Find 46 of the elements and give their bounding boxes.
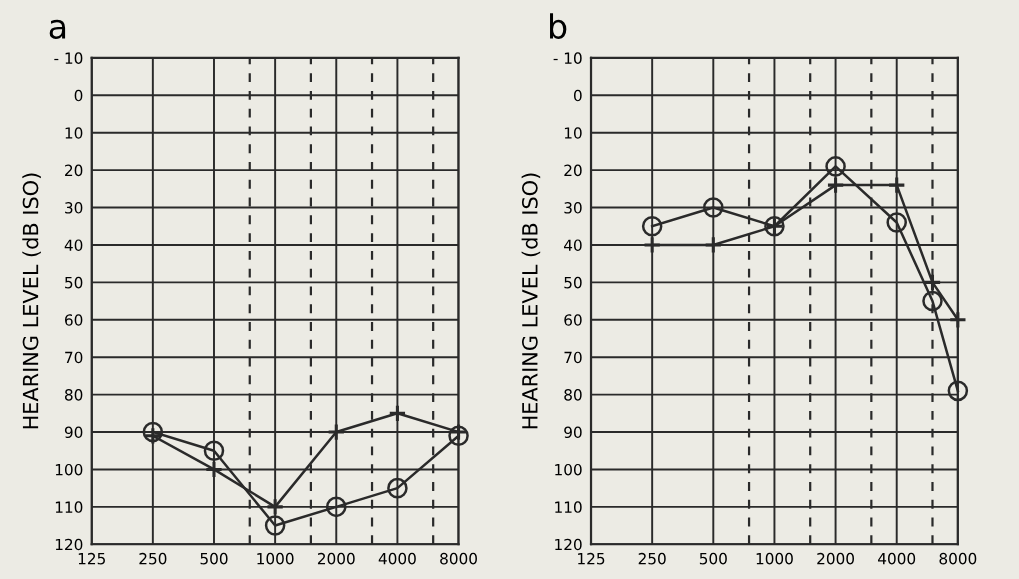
x-tick-label: 250 xyxy=(638,552,666,565)
y-tick-label: 110 xyxy=(55,501,83,513)
y-tick-label: 60 xyxy=(564,314,582,326)
y-tick-label: 0 xyxy=(573,89,582,102)
y-tick-label: 120 xyxy=(55,538,83,551)
y-axis-title: HEARING LEVEL (dB ISO) xyxy=(521,173,541,429)
y-tick-label: 70 xyxy=(65,351,83,364)
x-tick-label: 500 xyxy=(200,552,228,565)
y-tick-label: 100 xyxy=(555,463,582,476)
x-tick-label: 500 xyxy=(699,552,727,565)
chart-title: b xyxy=(550,13,567,39)
y-tick-label: 50 xyxy=(65,276,83,289)
y-tick-label: 110 xyxy=(555,501,582,513)
y-tick-label: - 10 xyxy=(54,52,83,64)
y-tick-label: 40 xyxy=(64,239,83,251)
y-axis-title: HEARING LEVEL (dB ISO) xyxy=(22,173,41,429)
y-tick-label: 30 xyxy=(564,202,582,214)
x-tick-label: 250 xyxy=(139,552,167,565)
y-tick-label: 90 xyxy=(64,426,83,439)
x-tick-label: 4000 xyxy=(878,552,916,565)
y-tick-label: 0 xyxy=(74,89,83,102)
y-tick-label: 30 xyxy=(65,202,83,214)
y-tick-label: 120 xyxy=(555,538,582,551)
y-tick-label: 60 xyxy=(65,314,83,326)
y-tick-label: - 10 xyxy=(553,52,582,64)
x-tick-label: 8000 xyxy=(939,552,977,565)
y-tick-label: 80 xyxy=(64,389,83,401)
y-tick-label: 50 xyxy=(564,276,582,289)
x-tick-label: 1000 xyxy=(257,552,294,565)
y-tick-label: 80 xyxy=(564,389,582,401)
x-tick-label: 125 xyxy=(78,552,105,565)
y-tick-label: 40 xyxy=(563,239,582,251)
chart-title: a xyxy=(49,19,66,39)
x-tick-label: 4000 xyxy=(378,552,416,565)
x-tick-label: 1000 xyxy=(756,552,793,565)
y-tick-label: 100 xyxy=(55,463,83,476)
x-tick-label: 125 xyxy=(578,552,605,565)
y-tick-label: 70 xyxy=(564,351,582,364)
y-tick-label: 10 xyxy=(65,127,83,139)
x-tick-label: 2000 xyxy=(317,552,355,565)
x-tick-label: 8000 xyxy=(440,552,477,565)
y-tick-label: 20 xyxy=(65,164,83,177)
y-tick-label: 20 xyxy=(564,164,582,177)
x-tick-label: 2000 xyxy=(817,552,855,565)
y-tick-label: 10 xyxy=(564,127,582,139)
y-tick-label: 90 xyxy=(564,426,582,439)
